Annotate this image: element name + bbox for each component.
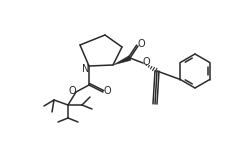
Text: O: O — [142, 57, 150, 67]
Text: O: O — [137, 39, 145, 49]
Text: N: N — [82, 64, 90, 74]
Text: O: O — [68, 86, 76, 96]
Text: O: O — [103, 86, 111, 96]
Polygon shape — [113, 56, 131, 65]
